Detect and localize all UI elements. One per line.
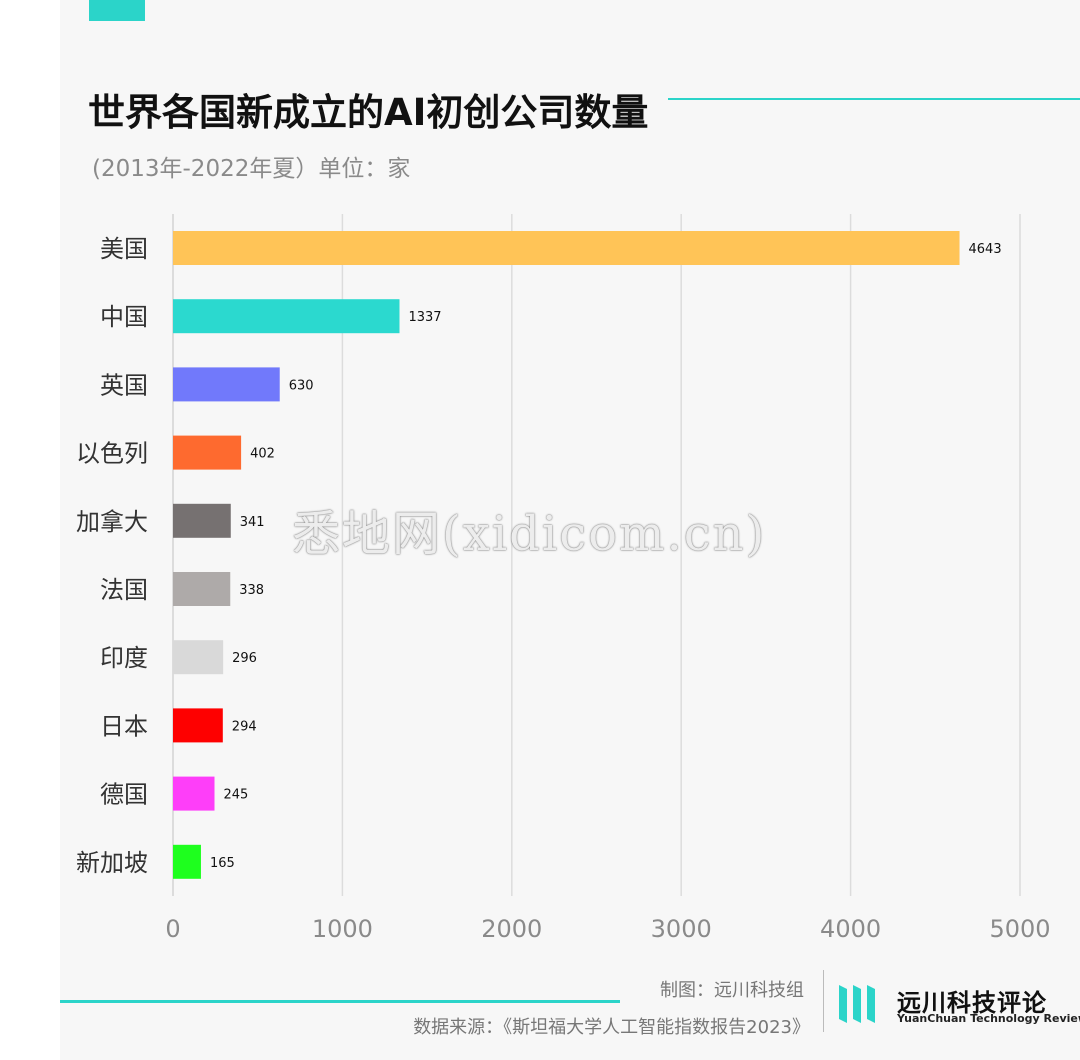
bar [173,572,231,606]
category-label: 日本 [100,712,148,740]
brand-name-en: YuanChuan Technology Review [897,1012,1080,1025]
bar [173,367,280,402]
bar [173,844,201,879]
bar [173,299,400,334]
chart-credit: 制图：远川科技组 [660,980,804,1001]
category-label: 英国 [100,371,148,399]
data-source: 数据来源：《斯坦福大学人工智能指数报告2023》 [413,1017,810,1038]
x-tick-label: 2000 [481,915,542,943]
category-label: 美国 [100,235,148,263]
watermark: 悉地网(xidicom.cn) [292,506,767,562]
title-rule [668,98,1080,100]
data-label: 1337 [408,310,441,325]
data-label: 402 [250,447,275,462]
data-label: 4643 [969,242,1002,257]
brand-logo-icon [839,985,875,1023]
footer-divider [823,970,824,1032]
category-label: 印度 [100,644,148,672]
category-label: 新加坡 [76,849,148,877]
x-tick-label: 3000 [651,915,712,943]
data-label: 630 [289,378,314,393]
data-label: 165 [210,856,235,871]
bar [173,231,960,265]
category-label: 法国 [100,576,148,604]
x-tick-label: 5000 [989,915,1050,943]
chart-subtitle: (2013年-2022年夏）单位：家 [92,156,411,182]
data-label: 296 [232,651,257,666]
bar [173,435,242,470]
accent-bar [89,0,145,21]
x-tick-label: 4000 [820,915,881,943]
bar [173,708,223,743]
bar [173,640,224,675]
data-label: 245 [224,788,249,803]
data-label: 338 [239,583,264,598]
category-label: 加拿大 [76,508,148,536]
category-label: 以色列 [76,440,148,468]
data-label: 341 [240,515,265,530]
category-label: 中国 [100,303,148,331]
chart-title: 世界各国新成立的AI初创公司数量 [88,91,649,134]
category-label: 德国 [100,781,148,809]
bar [173,776,215,811]
footer-rule [60,1000,620,1003]
data-label: 294 [232,719,257,734]
bar [173,503,231,538]
x-tick-label: 1000 [312,915,373,943]
x-tick-label: 0 [165,915,180,943]
brand-name: 远川科技评论 [897,989,1047,1017]
